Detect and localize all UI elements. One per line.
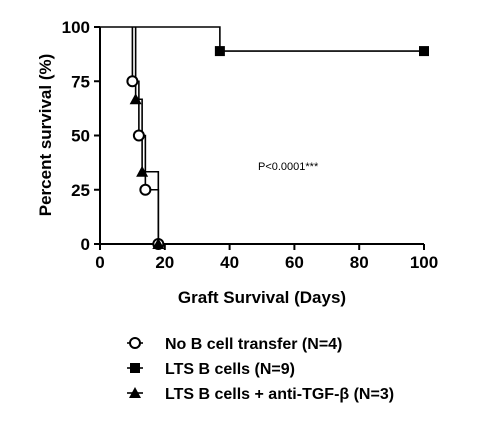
point-lts-b-cells-anti-tgf-beta (129, 93, 142, 105)
p-value-annotation: P<0.0001*** (258, 161, 319, 173)
x-axis-title: Graft Survival (Days) (178, 288, 346, 307)
point-no-b-cell-transfer (132, 129, 145, 142)
x-tick-label: 0 (95, 253, 104, 272)
point-no-b-cell-transfer (126, 75, 139, 88)
legend-item-lts-b-cells-anti-tgf-beta: LTS B cells + anti-TGF-β (N=3) (127, 386, 394, 403)
point-lts-b-cells (214, 46, 225, 57)
y-tick-label: 75 (71, 72, 90, 91)
legend-item-lts-b-cells: LTS B cells (N=9) (127, 361, 295, 378)
legend-marker-lts-b-cells (130, 363, 140, 373)
point-lts-b-cells-anti-tgf-beta (136, 165, 149, 177)
y-tick-label: 100 (62, 18, 90, 37)
legend-marker-no-b-cell-transfer (129, 337, 141, 349)
y-axis-title: Percent survival (%) (36, 54, 55, 217)
point-no-b-cell-transfer (139, 183, 152, 196)
y-tick-label: 25 (71, 181, 90, 200)
axes: 0 20 40 60 80 100 0 25 50 75 100 (62, 18, 439, 272)
legend-label: LTS B cells + anti-TGF-β (N=3) (165, 386, 394, 403)
y-tick-label: 50 (71, 127, 90, 146)
legend: No B cell transfer (N=4) LTS B cells (N=9… (127, 336, 394, 403)
x-tick-label: 60 (285, 253, 304, 272)
legend-label: LTS B cells (N=9) (165, 361, 295, 378)
legend-item-no-b-cell-transfer: No B cell transfer (N=4) (127, 336, 342, 353)
y-tick-label: 0 (81, 235, 90, 254)
x-tick-label: 80 (350, 253, 369, 272)
x-tick-label: 100 (410, 253, 438, 272)
x-tick-label: 20 (155, 253, 174, 272)
legend-marker-lts-b-cells-anti-tgf-beta (129, 387, 141, 398)
series-lines (100, 26, 424, 244)
point-lts-b-cells-anti-tgf-beta (152, 238, 165, 249)
series-markers (126, 46, 429, 250)
legend-label: No B cell transfer (N=4) (165, 336, 342, 353)
series-line-lts-b-cells (100, 26, 424, 52)
point-lts-b-cells (419, 46, 429, 57)
x-tick-label: 40 (220, 253, 239, 272)
